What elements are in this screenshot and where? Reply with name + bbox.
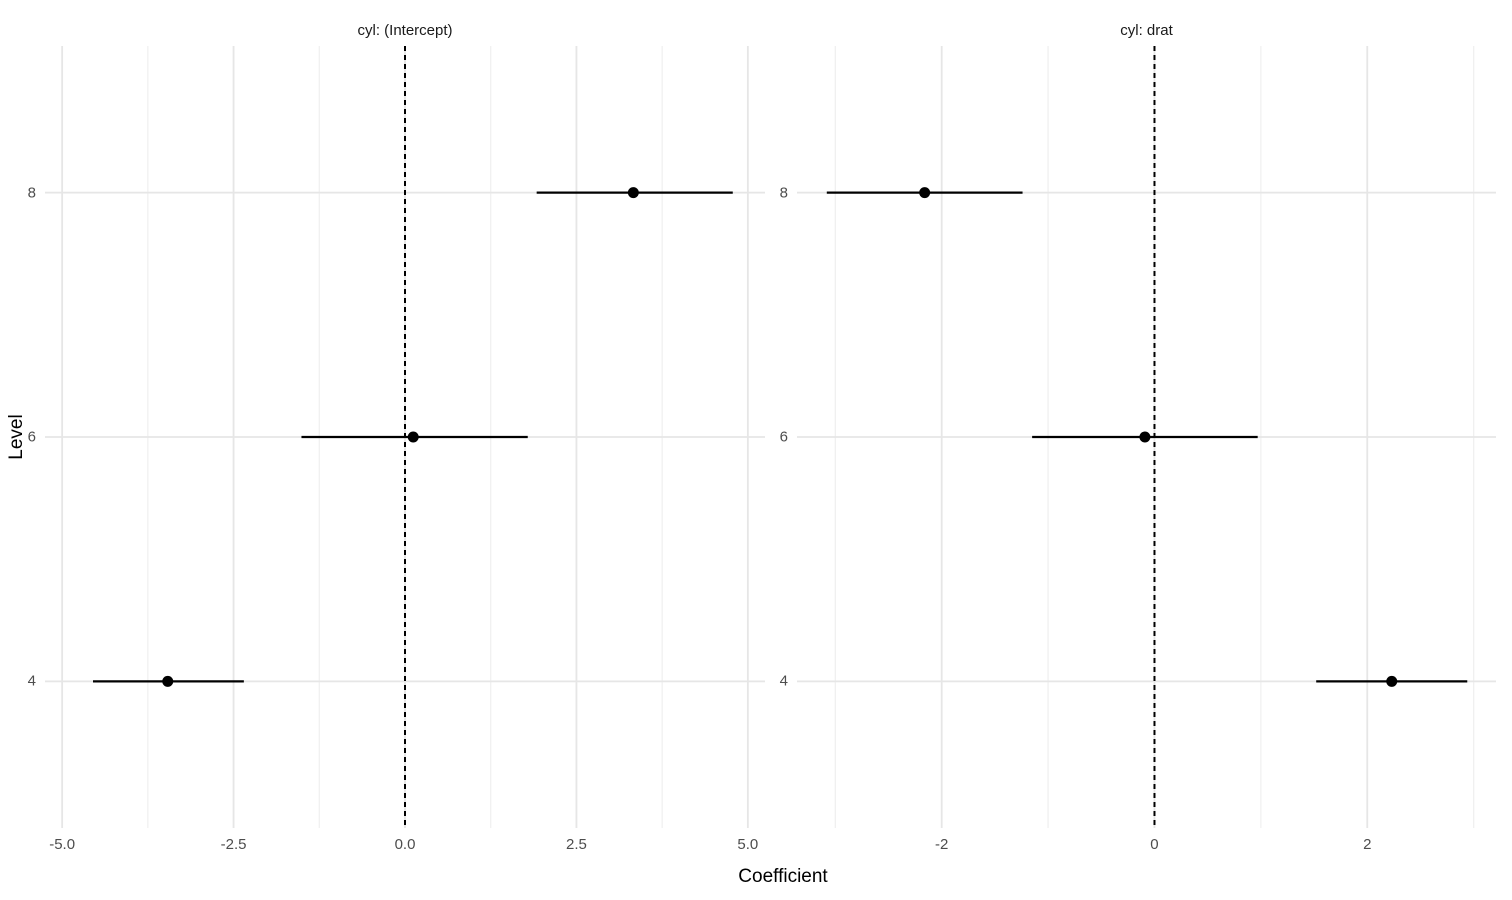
panel-canvas — [797, 46, 1496, 828]
y-tick-label: 4 — [27, 672, 36, 690]
estimate-point — [1386, 675, 1398, 687]
x-tick-label: 0.0 — [394, 836, 416, 853]
estimate-point — [1139, 431, 1151, 443]
panel-canvas — [45, 46, 765, 828]
x-tick-label: -5.0 — [49, 836, 76, 853]
x-tick-label: 0 — [1150, 836, 1159, 853]
x-axis-title: Coefficient — [738, 866, 828, 887]
estimate-point — [407, 431, 419, 443]
x-tick-label: 2 — [1363, 836, 1372, 853]
y-tick-label: 6 — [779, 428, 788, 446]
facet-panel — [797, 46, 1496, 828]
x-tick-label: 2.5 — [565, 836, 587, 853]
x-tick-label: -2 — [935, 836, 949, 853]
estimate-point — [162, 675, 174, 687]
facet-strip-title: cyl: drat — [1120, 22, 1173, 39]
estimate-point — [919, 187, 931, 199]
y-tick-label: 8 — [27, 184, 36, 202]
facet-panel — [45, 46, 765, 828]
facet-strip-title: cyl: (Intercept) — [357, 22, 453, 39]
y-tick-label: 8 — [779, 184, 788, 202]
x-tick-label: 5.0 — [737, 836, 759, 853]
y-tick-label: 4 — [779, 672, 788, 690]
y-tick-label: 6 — [27, 428, 36, 446]
estimate-point — [627, 187, 639, 199]
x-tick-label: -2.5 — [220, 836, 247, 853]
